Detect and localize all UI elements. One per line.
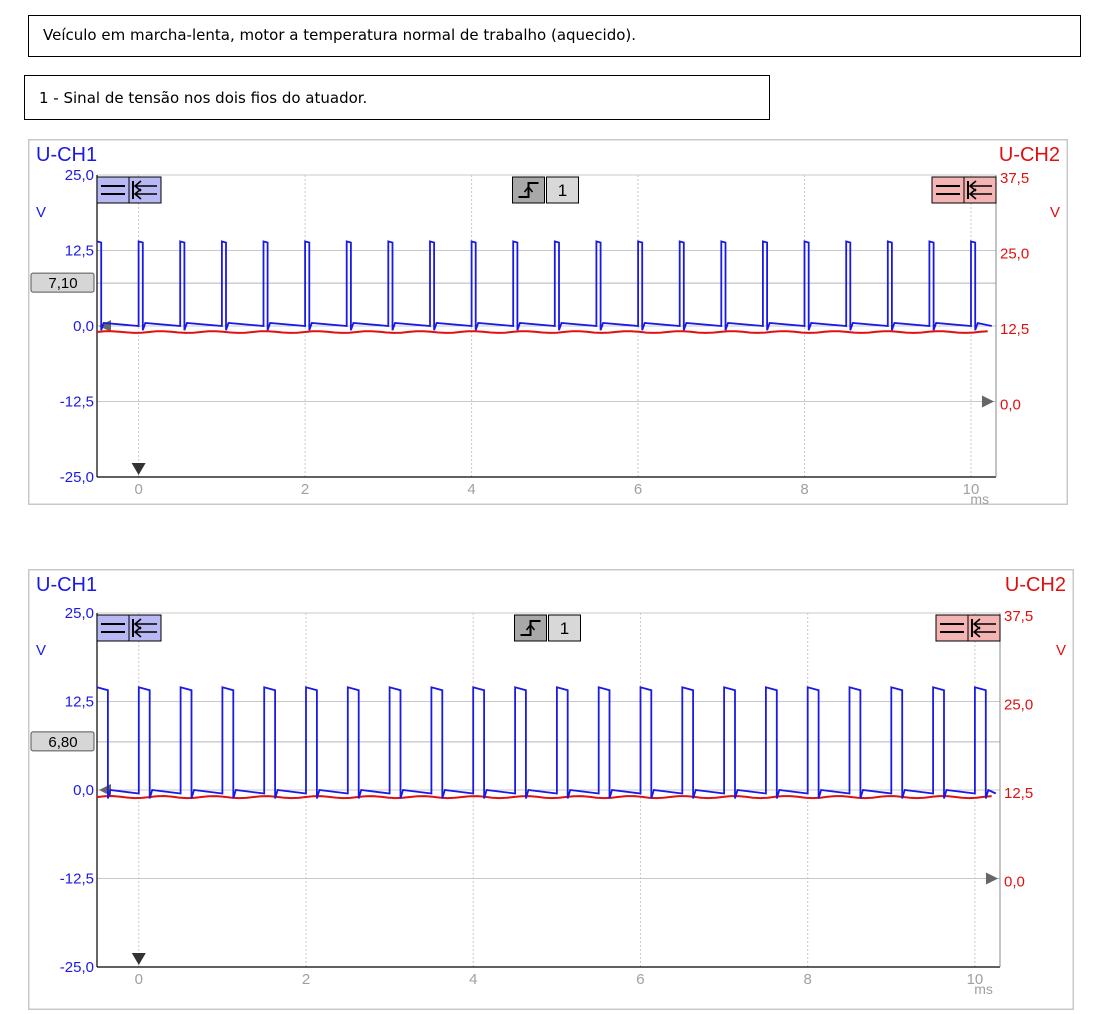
unit-left: V [36,204,46,221]
indicator-right-half [128,614,162,642]
trigger-time-marker [131,463,146,475]
cursor-box-bg [30,272,95,293]
ch1-indicator-icon [96,614,162,642]
trigger-arrow-icon [523,185,534,193]
y-tick-left: 12,5 [65,694,94,711]
caption-signal: 1 - Sinal de tensão nos dois fios do atu… [24,75,770,120]
indicator-left-half [935,614,969,642]
ch1-label: U-CH1 [36,144,97,166]
x-unit-label: ms [974,981,993,997]
y-tick-left: -25,0 [60,469,94,486]
y-tick-right: 0,0 [1004,874,1025,891]
align-left-icon [133,618,157,638]
x-tick-label: 0 [135,971,143,988]
trigger-number-box [548,614,581,642]
trigger-indicator: 1 [512,176,579,204]
trigger-arrow-icon [525,623,536,631]
y-tick-left: -25,0 [60,959,94,976]
ch2-indicator-icon [935,614,1001,642]
unit-right: V [1056,642,1066,659]
ch2-zero-marker [982,395,994,408]
y-tick-left: 25,0 [65,167,94,184]
caption-main: Veículo em marcha-lenta, motor a tempera… [28,15,1081,57]
x-tick-label: 2 [301,481,309,498]
ch2-label: U-CH2 [999,144,1060,166]
ch1-indicator-icon [96,176,162,204]
indicator-right-half [967,614,1001,642]
y-tick-left: -12,5 [60,394,94,411]
trigger-time-marker [131,953,146,965]
x-tick-label: 2 [302,971,310,988]
y-tick-right: 25,0 [1004,697,1033,714]
align-left-icon [972,618,996,638]
rising-edge-icon [518,182,539,198]
y-tick-left: 25,0 [65,605,94,622]
x-unit-label: ms [970,491,989,505]
align-left-icon [968,180,992,200]
y-tick-right: 0,0 [1000,397,1021,414]
cursor-box-bg [30,731,95,752]
trigger-number: 1 [558,181,567,200]
oscilloscope-panel-1: U-CH1 U-CH2 V V 25,0 12,5 0,0 -12,5 -25,0 37,5 25,… [28,139,1068,505]
y-tick-left: -12,5 [60,871,94,888]
indicator-left-half [931,176,965,204]
y-tick-right: 37,5 [1000,170,1029,187]
y-tick-left: 12,5 [65,243,94,260]
x-tick-label: 4 [469,971,477,988]
cursor-value-text: 6,80 [48,734,77,751]
x-tick-label: 8 [800,481,808,498]
ch2-trace [96,794,992,800]
ch2-trace [96,330,988,334]
x-tick-label: 6 [634,481,642,498]
y-tick-left: 0,0 [73,782,94,799]
ch1-trace [96,686,997,799]
ch2-zero-marker [986,872,998,885]
oscilloscope-chart-1: U-CH1 U-CH2 V V 25,0 12,5 0,0 -12,5 -25,0 37,5 25,… [28,139,1068,505]
unit-right: V [1050,204,1060,221]
y-tick-left: 0,0 [73,318,94,335]
indicator-left-half [96,176,130,204]
cursor-value-box: 6,80 [30,731,95,752]
trigger-indicator: 1 [514,614,581,642]
ch1-trace [96,240,992,331]
trigger-number: 1 [560,619,569,638]
ch2-label: U-CH2 [1005,574,1066,596]
ch1-label: U-CH1 [36,574,97,596]
x-tick-label: 8 [804,971,812,988]
indicator-right-half [963,176,997,204]
ch2-indicator-icon [931,176,997,204]
cursor-value-text: 7,10 [48,275,77,292]
x-tick-label: 6 [636,971,644,988]
oscilloscope-panel-2: U-CH1 U-CH2 V V 25,0 12,5 0,0 -12,5 -25,0 37,5 25,… [28,569,1074,1010]
indicator-left-half [96,614,130,642]
y-tick-right: 25,0 [1000,246,1029,263]
x-tick-label: 0 [134,481,142,498]
unit-left: V [36,642,46,659]
indicator-right-half [128,176,162,204]
align-left-icon [133,180,157,200]
cursor-value-box: 7,10 [30,272,95,293]
y-tick-right: 37,5 [1004,608,1033,625]
oscilloscope-chart-2: U-CH1 U-CH2 V V 25,0 12,5 0,0 -12,5 -25,0 37,5 25,… [28,569,1074,1010]
trigger-number-box [546,176,579,204]
x-tick-label: 10 [967,971,984,988]
y-tick-right: 12,5 [1000,321,1029,338]
x-tick-label: 4 [467,481,475,498]
y-tick-right: 12,5 [1004,785,1033,802]
x-tick-label: 10 [963,481,980,498]
rising-edge-icon [520,620,541,636]
